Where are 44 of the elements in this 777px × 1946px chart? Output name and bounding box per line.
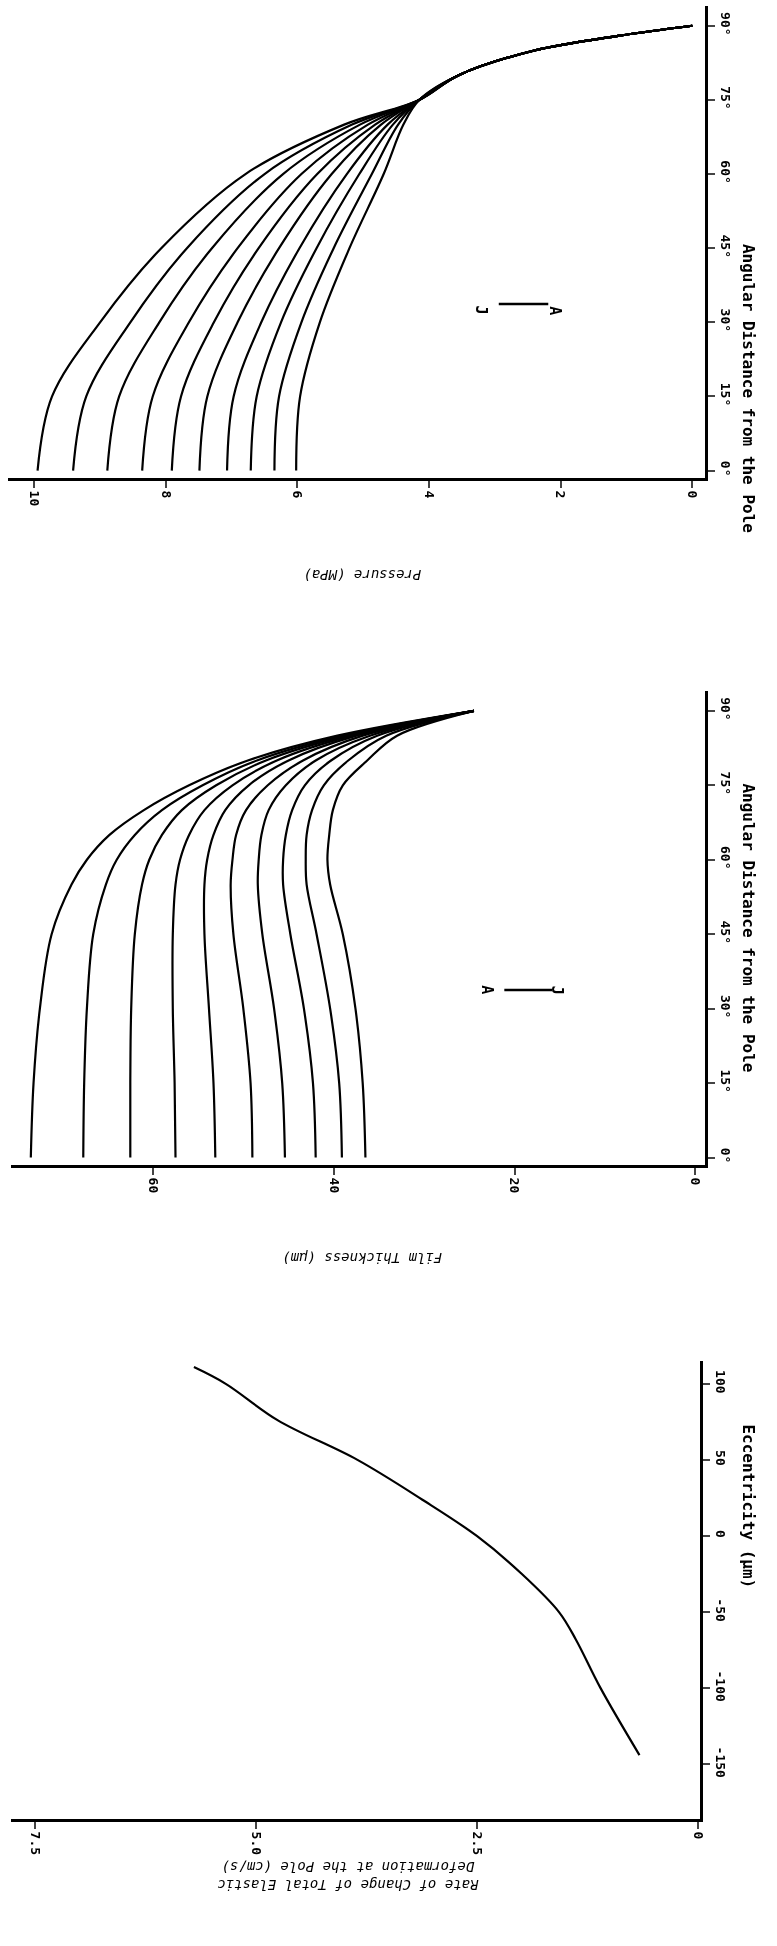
- y-tick-label: 60°: [717, 846, 733, 870]
- x-tick-label: 0: [690, 1831, 706, 1840]
- y-tick-label: 45°: [717, 234, 733, 258]
- y-tick-label: 90°: [717, 697, 733, 721]
- x-axis-title: Pressure (MPa): [303, 567, 422, 583]
- x-tick-label: 2: [553, 490, 569, 499]
- y-axis-title: Angular Distance from the Pole: [738, 783, 758, 1073]
- x-tick-label: 6: [290, 490, 306, 499]
- y-tick-label: 0°: [717, 1147, 733, 1164]
- annotation: J: [472, 305, 491, 315]
- x-tick-label: 20: [507, 1177, 523, 1194]
- x-tick-label: 2.5: [469, 1831, 485, 1856]
- annotation: A: [545, 306, 564, 316]
- y-tick-label: 0: [712, 1530, 728, 1539]
- y-axis-title: Angular Distance from the Pole: [739, 243, 759, 533]
- x-tick-label: 7.5: [27, 1831, 43, 1856]
- y-tick-label: 0°: [717, 460, 733, 477]
- y-tick-label: 75°: [717, 771, 733, 796]
- y-tick-label: 75°: [717, 86, 733, 110]
- x-axis-title: Rate of Change of Total Elastic Deformation at the Pole (cm/s): [217, 1858, 479, 1893]
- y-tick-label: 15°: [717, 1069, 733, 1093]
- y-tick-label: -50: [712, 1598, 728, 1623]
- y-tick-label: 30°: [717, 308, 733, 333]
- y-tick-label: 50: [712, 1450, 728, 1466]
- x-tick-label: 4: [421, 490, 437, 499]
- y-tick-label: -150: [712, 1746, 728, 1779]
- y-tick-label: 15°: [717, 382, 733, 407]
- x-tick-label: 8: [158, 490, 174, 499]
- y-tick-label: 30°: [717, 994, 733, 1019]
- annotation: A: [477, 985, 496, 995]
- y-tick-label: 100: [712, 1370, 728, 1394]
- y-tick-label: 90°: [717, 12, 733, 36]
- y-tick-label: -100: [712, 1670, 728, 1703]
- x-axis-title: Film Thickness (µm): [282, 1250, 443, 1266]
- y-tick-label: 45°: [717, 920, 733, 944]
- x-tick-label: 0: [688, 1177, 704, 1186]
- x-tick-label: 10: [27, 490, 43, 507]
- x-tick-label: 5.0: [248, 1831, 264, 1856]
- x-tick-label: 0: [685, 490, 701, 499]
- x-tick-label: 40: [326, 1177, 342, 1194]
- annotation: J: [548, 985, 567, 995]
- x-tick-label: 60: [145, 1177, 161, 1194]
- y-axis-title: Eccentricity (µm): [738, 1424, 758, 1589]
- y-tick-label: 60°: [717, 160, 733, 184]
